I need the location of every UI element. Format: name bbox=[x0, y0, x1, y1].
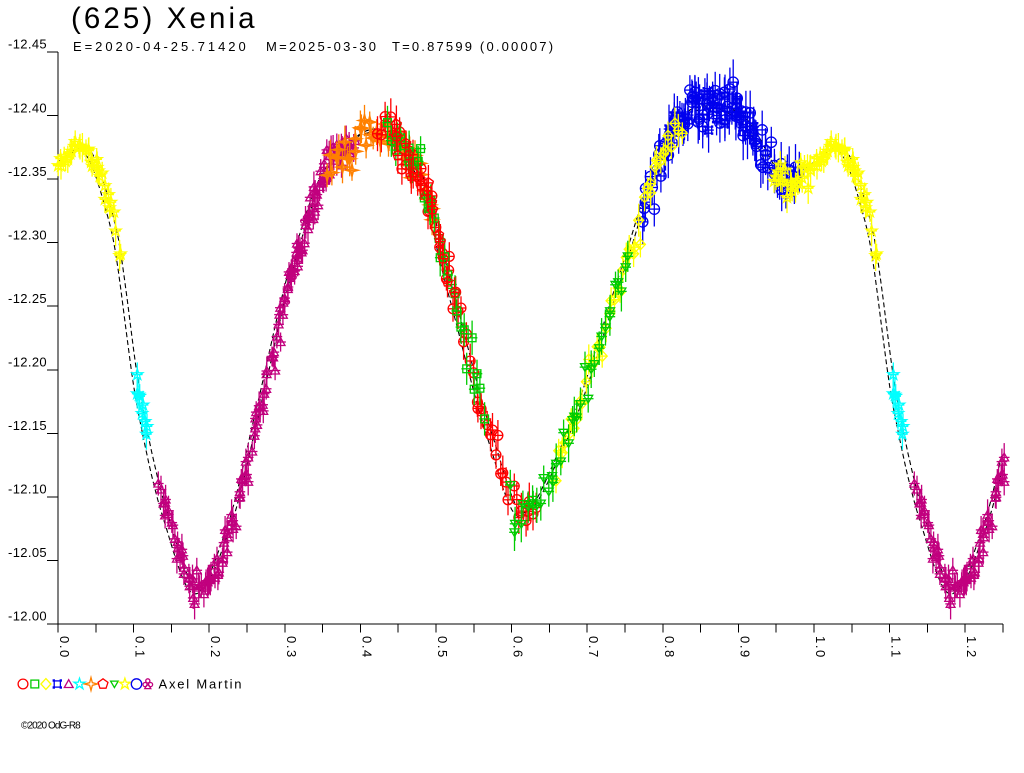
svg-text:T=0.87599 (0.00007): T=0.87599 (0.00007) bbox=[392, 39, 555, 54]
svg-text:-12.40: -12.40 bbox=[8, 100, 47, 115]
svg-text:E=2020-04-25.71420: E=2020-04-25.71420 bbox=[73, 39, 249, 54]
svg-text:-12.35: -12.35 bbox=[8, 164, 47, 179]
svg-text:Axel Martin: Axel Martin bbox=[159, 677, 244, 692]
svg-text:0.0: 0.0 bbox=[57, 636, 72, 659]
svg-text:0.5: 0.5 bbox=[435, 636, 450, 659]
svg-text:0.1: 0.1 bbox=[133, 636, 148, 659]
svg-text:1.0: 1.0 bbox=[813, 636, 828, 659]
svg-text:©2020 OdG-R8: ©2020 OdG-R8 bbox=[21, 721, 81, 732]
svg-text:0.3: 0.3 bbox=[284, 636, 299, 659]
svg-text:0.8: 0.8 bbox=[662, 636, 677, 659]
svg-text:1.1: 1.1 bbox=[889, 636, 904, 659]
svg-text:-12.20: -12.20 bbox=[8, 355, 47, 370]
svg-text:0.7: 0.7 bbox=[586, 636, 601, 659]
svg-text:-12.00: -12.00 bbox=[8, 609, 47, 624]
svg-text:1.2: 1.2 bbox=[964, 636, 979, 659]
svg-text:-12.25: -12.25 bbox=[8, 291, 47, 306]
svg-text:(625) Xenia: (625) Xenia bbox=[71, 2, 258, 35]
svg-text:0.4: 0.4 bbox=[359, 636, 374, 659]
svg-text:0.2: 0.2 bbox=[208, 636, 223, 659]
svg-text:-12.05: -12.05 bbox=[8, 545, 47, 560]
svg-text:0.6: 0.6 bbox=[511, 636, 526, 659]
svg-text:-12.10: -12.10 bbox=[8, 482, 47, 497]
svg-text:M=2025-03-30: M=2025-03-30 bbox=[266, 39, 378, 54]
svg-text:-12.15: -12.15 bbox=[8, 418, 47, 433]
svg-text:-12.30: -12.30 bbox=[8, 227, 47, 242]
svg-text:-12.45: -12.45 bbox=[8, 37, 47, 52]
svg-text:0.9: 0.9 bbox=[737, 636, 752, 659]
